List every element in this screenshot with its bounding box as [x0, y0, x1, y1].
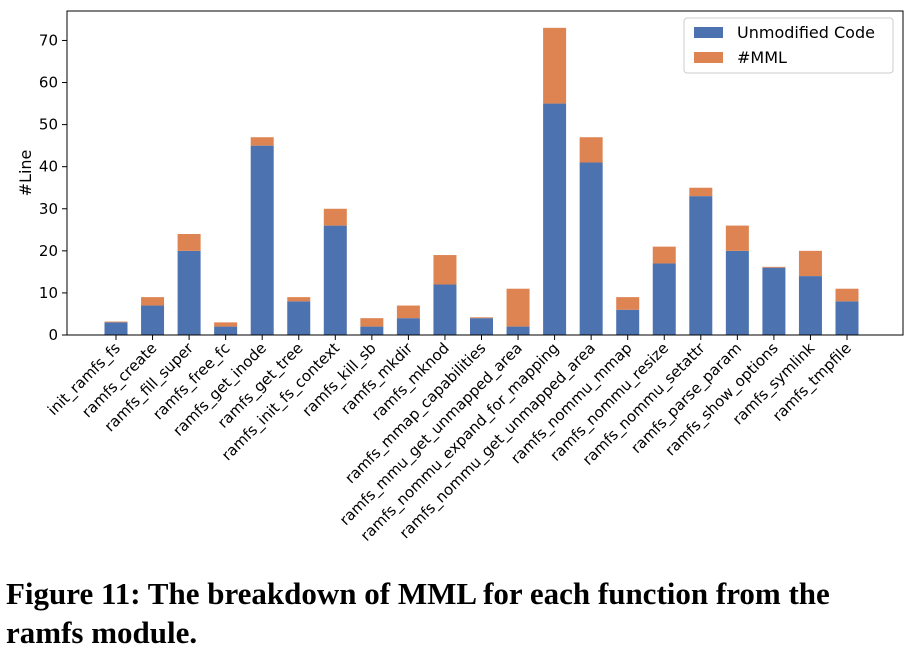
y-tick-label: 10	[39, 284, 58, 302]
plot-frame	[66, 10, 904, 336]
y-tick-label: 0	[48, 326, 58, 344]
bar-mml-ramfs_nommu_get_unmapped_area	[579, 137, 603, 163]
bar-unmodified-ramfs_create	[141, 305, 165, 335]
bar-mml-ramfs_tmpfile	[835, 288, 859, 302]
bar-unmodified-ramfs_nommu_get_unmapped_area	[579, 162, 603, 335]
bar-unmodified-ramfs_mmap_capabilities	[470, 318, 493, 335]
bar-mml-ramfs_create	[141, 297, 165, 306]
bar-unmodified-ramfs_nommu_expand_for_mapping	[543, 103, 567, 335]
bar-mml-ramfs_parse_param	[725, 225, 749, 251]
bar-unmodified-ramfs_mknod	[433, 284, 457, 335]
bar-unmodified-ramfs_get_tree	[287, 301, 311, 335]
bar-mml-ramfs_symlink	[798, 250, 822, 277]
y-tick-label: 40	[39, 158, 58, 176]
bar-mml-ramfs_get_tree	[287, 297, 311, 302]
y-tick-label: 30	[39, 200, 58, 218]
bar-mml-ramfs_kill_sb	[360, 318, 384, 327]
bar-unmodified-ramfs_show_options	[762, 267, 786, 335]
bar-mml-ramfs_fill_super	[177, 234, 201, 251]
bar-unmodified-ramfs_fill_super	[177, 250, 201, 335]
y-axis-ticks: 0 10 20 30 40 50 60 70	[39, 31, 67, 344]
bar-mml-ramfs_nommu_setattr	[689, 187, 713, 197]
bar-unmodified-ramfs_nommu_mmap	[616, 309, 640, 335]
bar-unmodified-init_ramfs_fs	[104, 322, 128, 335]
legend-swatch-unmodified	[694, 27, 723, 38]
bar-unmodified-ramfs_parse_param	[725, 250, 749, 335]
bar-unmodified-ramfs_free_fc	[214, 326, 238, 335]
y-axis-label: #Line	[16, 150, 35, 197]
legend-label-mml: #MML	[737, 48, 787, 67]
bar-unmodified-ramfs_init_fs_context	[323, 225, 347, 335]
bar-mml-ramfs_get_inode	[250, 137, 274, 146]
x-axis-ticks: init_ramfs_fsramfs_createramfs_fill_supe…	[44, 335, 856, 545]
bar-unmodified-ramfs_get_inode	[250, 145, 274, 335]
figure-caption: Figure 11: The breakdown of MML for each…	[6, 576, 830, 650]
y-tick-label: 50	[39, 116, 58, 134]
bar-mml-ramfs_nommu_expand_for_mapping	[543, 27, 567, 104]
y-tick-label: 70	[39, 31, 58, 49]
bar-mml-ramfs_init_fs_context	[323, 208, 347, 226]
bar-unmodified-ramfs_nommu_setattr	[689, 196, 713, 335]
bar-mml-init_ramfs_fs	[104, 321, 128, 323]
bar-mml-ramfs_show_options	[762, 266, 786, 268]
stacked-bar-chart: 0 10 20 30 40 50 60 70 init_ramfs_fsramfs_creat…	[16, 10, 904, 545]
bar-mml-ramfs_nommu_mmap	[616, 297, 640, 310]
bar-mml-ramfs_mmu_get_unmapped_area	[506, 288, 530, 327]
bar-mml-ramfs_mkdir	[396, 305, 420, 319]
bar-mml-ramfs_free_fc	[214, 322, 238, 327]
bar-mml-ramfs_mmap_capabilities	[470, 317, 493, 319]
y-tick-label: 60	[39, 74, 58, 92]
bar-unmodified-ramfs_mkdir	[396, 318, 420, 335]
bars-group	[104, 27, 859, 335]
legend-label-unmodified: Unmodified Code	[737, 23, 875, 42]
bar-unmodified-ramfs_symlink	[798, 276, 822, 335]
bar-unmodified-ramfs_nommu_resize	[652, 263, 676, 335]
legend-box	[683, 17, 894, 74]
bar-unmodified-ramfs_tmpfile	[835, 301, 859, 335]
y-tick-label: 20	[39, 242, 58, 260]
bar-unmodified-ramfs_mmu_get_unmapped_area	[506, 326, 530, 335]
bar-unmodified-ramfs_kill_sb	[360, 326, 384, 335]
bar-mml-ramfs_nommu_resize	[652, 246, 676, 264]
bar-mml-ramfs_mknod	[433, 255, 457, 285]
legend-swatch-mml	[694, 52, 723, 63]
legend: Unmodified Code #MML	[683, 17, 894, 74]
